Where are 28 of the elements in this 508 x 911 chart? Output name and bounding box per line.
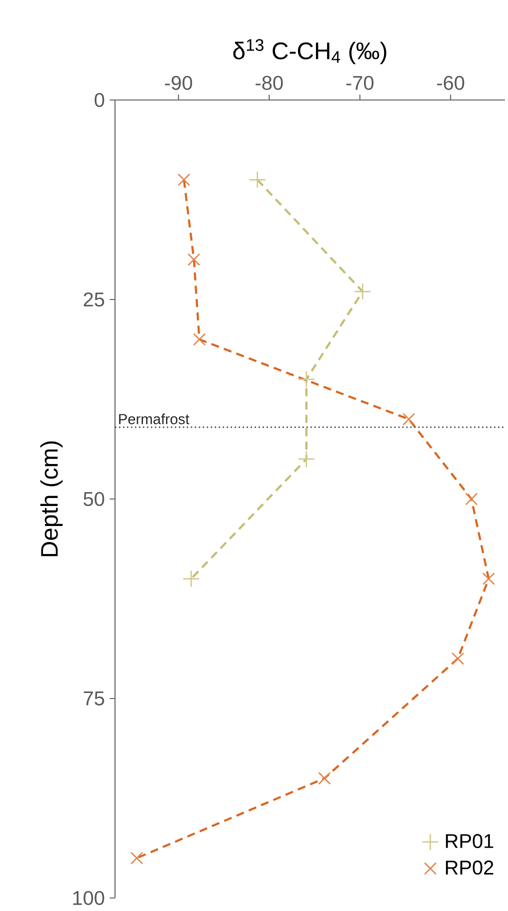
y-tick-label: 75: [84, 692, 104, 706]
legend-label: RP01: [446, 834, 494, 848]
y-axis-title: Depth (cm): [40, 441, 63, 556]
ref-line-label: Permafrost: [119, 414, 190, 424]
y-tick-label: 0: [94, 92, 104, 108]
y-tick-label: 50: [84, 492, 104, 506]
x-tick-label: -70: [346, 76, 374, 90]
x-axis-title: δ$^{13}$ C-CH$_{4}$ (‰): [233, 39, 386, 64]
point: [298, 450, 316, 468]
point: [178, 173, 190, 186]
x-tick-label: -60: [437, 76, 464, 90]
legend-label: RP02: [446, 860, 494, 875]
point: [402, 412, 416, 426]
point: [482, 572, 495, 586]
point: [452, 652, 464, 665]
y-tick-label: 25: [84, 292, 104, 307]
point: [318, 772, 331, 785]
point: [130, 852, 144, 864]
point: [298, 370, 316, 388]
y-tick-label: 100: [73, 890, 104, 906]
point: [182, 570, 200, 588]
point: [188, 253, 200, 266]
point: [193, 333, 206, 346]
point: [248, 171, 266, 188]
point: [354, 282, 372, 300]
point: [465, 492, 478, 506]
x-tick-label: -80: [256, 76, 283, 90]
x-tick-label: -90: [164, 76, 192, 90]
